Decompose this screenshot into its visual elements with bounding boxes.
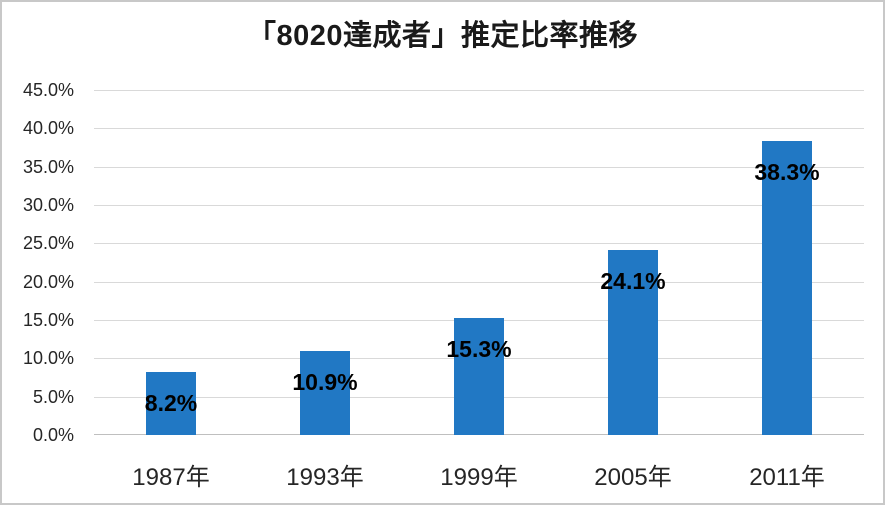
bar (762, 141, 812, 435)
gridline (94, 243, 864, 244)
y-axis-tick-label: 0.0% (32, 425, 74, 445)
y-axis-tick-label: 45.0% (22, 80, 74, 100)
y-axis-tick-label: 15.0% (22, 310, 74, 330)
x-axis-category-labels: 1987年 1993年 1999年 2005年 2011年 (94, 457, 864, 491)
gridline (94, 282, 864, 283)
y-axis-tick-label: 35.0% (22, 156, 74, 177)
bar (300, 351, 350, 435)
x-axis-category-label: 2005年 (594, 464, 672, 491)
bar (454, 317, 504, 435)
y-axis-tick-label: 25.0% (22, 233, 74, 254)
y-axis-tick-label: 20.0% (22, 271, 74, 292)
bar-data-label: 10.9% (292, 369, 358, 396)
y-axis-tick-label: 30.0% (22, 195, 74, 215)
y-axis-tick-label: 10.0% (22, 348, 74, 369)
bar-data-label: 15.3% (446, 335, 512, 362)
y-axis-tick-label: 5.0% (32, 386, 74, 407)
bar-data-label: 24.1% (600, 268, 666, 295)
gridline (94, 167, 864, 168)
x-axis-category-label: 1987年 (132, 464, 210, 491)
x-axis-category-label: 2011年 (749, 464, 825, 491)
y-axis-tick-labels: 0.0% 5.0% 10.0% 15.0% 20.0% 25.0% 30.0% 35.0% 40… (2, 80, 74, 445)
x-axis-category-label: 1993年 (286, 464, 364, 491)
bar-data-label: 8.2% (144, 390, 198, 417)
bar (608, 250, 658, 435)
plot-area: 8.2% 10.9% 15.3% 24.1% 38.3% (94, 90, 864, 435)
gridline (94, 128, 864, 129)
chart-title: 「8020達成者」推定比率推移 (246, 20, 638, 52)
gridline (94, 205, 864, 206)
x-axis-category-label: 1999年 (440, 464, 518, 491)
gridline (94, 90, 864, 91)
bar (146, 372, 196, 435)
bar-data-label: 38.3% (754, 159, 820, 186)
y-axis-tick-label: 40.0% (22, 118, 74, 139)
